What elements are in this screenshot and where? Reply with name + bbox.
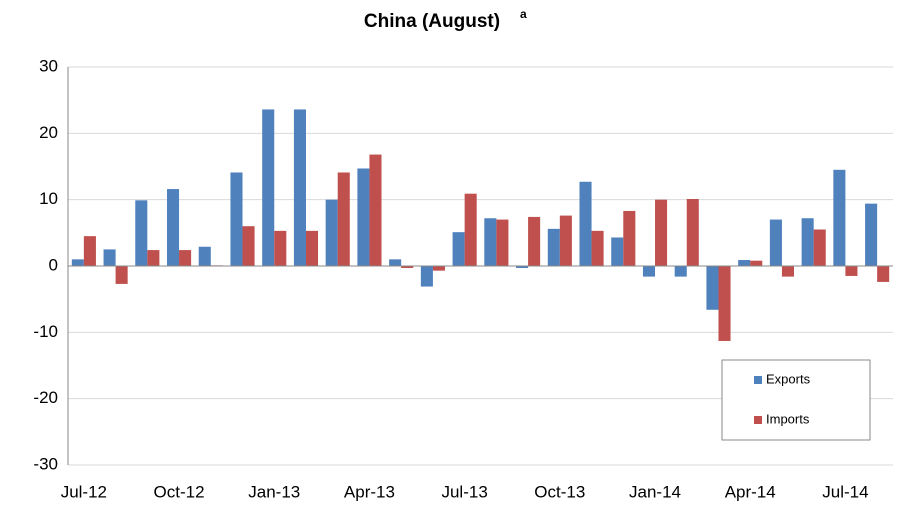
bar (801, 218, 814, 266)
bar (83, 236, 96, 266)
bar (115, 266, 128, 284)
bar (496, 219, 509, 266)
bar (432, 266, 445, 271)
bar (389, 259, 402, 266)
bar (274, 230, 287, 266)
bar (674, 266, 687, 277)
x-tick-label: Jan-13 (248, 482, 300, 501)
bar (401, 266, 414, 268)
bar (516, 266, 529, 268)
bar (623, 210, 636, 266)
x-tick-label: Jan-14 (629, 482, 681, 501)
bar (147, 250, 160, 266)
legend-swatch (754, 376, 762, 384)
y-tick-label: 30 (39, 56, 58, 75)
bar (642, 266, 656, 277)
y-tick-label: 10 (39, 189, 58, 208)
bar (750, 260, 763, 266)
bar (103, 249, 116, 266)
legend-swatch (754, 416, 762, 424)
bar (655, 199, 668, 266)
bar (813, 229, 826, 266)
x-tick-label: Oct-12 (154, 482, 205, 501)
bar (559, 215, 572, 266)
y-tick-label: 0 (49, 255, 58, 274)
bar (769, 219, 782, 266)
y-tick-label: -30 (33, 454, 58, 473)
bar (738, 260, 751, 266)
bar (464, 193, 477, 266)
bar (71, 259, 84, 266)
legend-label: Exports (766, 371, 811, 386)
bar (579, 181, 592, 266)
x-tick-label: Jul-14 (822, 482, 868, 501)
bar (484, 218, 497, 266)
bar (611, 237, 624, 266)
x-tick-label: Jul-12 (61, 482, 107, 501)
bar (718, 266, 731, 341)
x-tick-label: Apr-14 (725, 482, 776, 501)
bar (528, 216, 541, 266)
bar (337, 172, 350, 266)
title-annotation: a (520, 7, 527, 21)
bar (452, 232, 465, 266)
chart-title: China (August) (364, 11, 500, 32)
bar (833, 169, 846, 266)
bar (305, 230, 319, 266)
bar (325, 199, 338, 266)
bar (293, 109, 306, 266)
y-tick-label: 20 (39, 123, 58, 142)
bar (547, 228, 560, 266)
bar (781, 266, 794, 277)
bar (357, 168, 370, 266)
bar (230, 172, 243, 266)
bar (591, 230, 604, 266)
legend-label: Imports (766, 411, 810, 426)
bar (420, 266, 433, 287)
bar (242, 226, 255, 266)
bar (877, 266, 890, 282)
bar (135, 200, 148, 266)
x-tick-label: Oct-13 (534, 482, 585, 501)
legend-box (721, 359, 871, 441)
bar (845, 266, 858, 276)
bar (865, 203, 878, 266)
bar (686, 199, 699, 266)
y-tick-label: -10 (33, 322, 58, 341)
bar (179, 250, 192, 266)
bar (198, 246, 211, 266)
bar (706, 266, 719, 310)
y-tick-label: -20 (33, 388, 58, 407)
bar (262, 109, 275, 266)
bar (167, 189, 180, 266)
x-tick-label: Apr-13 (344, 482, 395, 501)
x-tick-label: Jul-13 (441, 482, 487, 501)
bar (369, 154, 382, 266)
